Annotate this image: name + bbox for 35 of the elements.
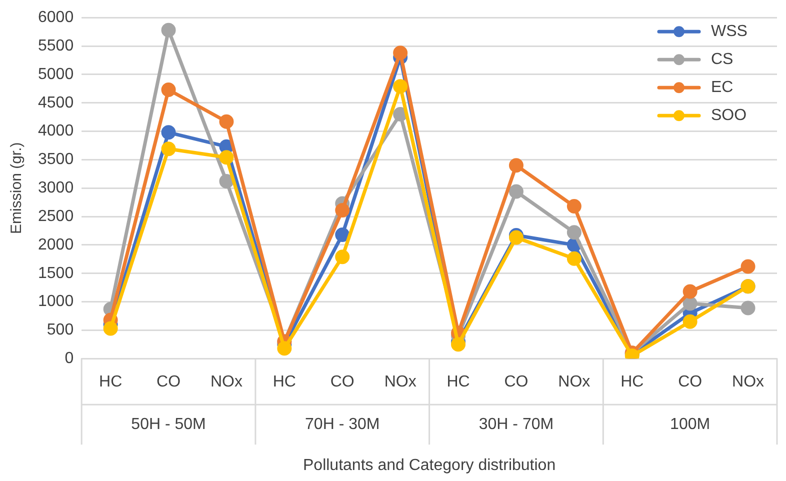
legend-label: WSS: [711, 23, 748, 40]
legend-label: CS: [711, 51, 734, 68]
y-tick-label: 1000: [38, 293, 74, 310]
x-tick-label: HC: [99, 374, 122, 391]
text: 30H - 70M: [478, 416, 554, 434]
y-tick-label: 4000: [38, 122, 74, 140]
y-tick-label: 2500: [38, 208, 74, 225]
y-tick-label: 4500: [38, 94, 74, 112]
y-tick-label: 5000: [38, 66, 74, 83]
x-tick-label: CO: [678, 374, 702, 391]
text: 100M: [670, 416, 710, 434]
y-tick-label: 6000: [38, 9, 74, 26]
legend-label: EC: [711, 79, 734, 96]
y-tick-label: 1500: [38, 264, 74, 282]
y-tick-label: 2000: [38, 236, 74, 254]
y-tick-label: 500: [46, 322, 74, 339]
x-tick-label: NOx: [210, 374, 242, 391]
x-tick-label: NOx: [384, 374, 416, 391]
y-tick-label: 0: [64, 350, 74, 368]
y-axis-title: Emission (gr.): [8, 142, 26, 234]
y-tick-label: 5500: [38, 37, 74, 54]
x-axis-title: Pollutants and Category distribution: [303, 456, 556, 474]
x-tick-label: HC: [446, 374, 470, 391]
x-tick-label: CO: [156, 374, 181, 391]
x-tick-label: NOx: [558, 374, 590, 391]
legend-label: SOO: [711, 107, 747, 124]
text: 70H - 30M: [305, 416, 380, 434]
x-tick-label: HC: [620, 374, 644, 391]
x-tick-label: CO: [504, 374, 528, 391]
y-tick-label: 3500: [38, 151, 74, 168]
x-tick-label: NOx: [732, 374, 764, 391]
x-tick-label: HC: [272, 374, 296, 391]
text: 50H - 50M: [131, 416, 206, 434]
x-tick-label: CO: [330, 374, 354, 391]
y-tick-label: 3000: [38, 180, 74, 197]
